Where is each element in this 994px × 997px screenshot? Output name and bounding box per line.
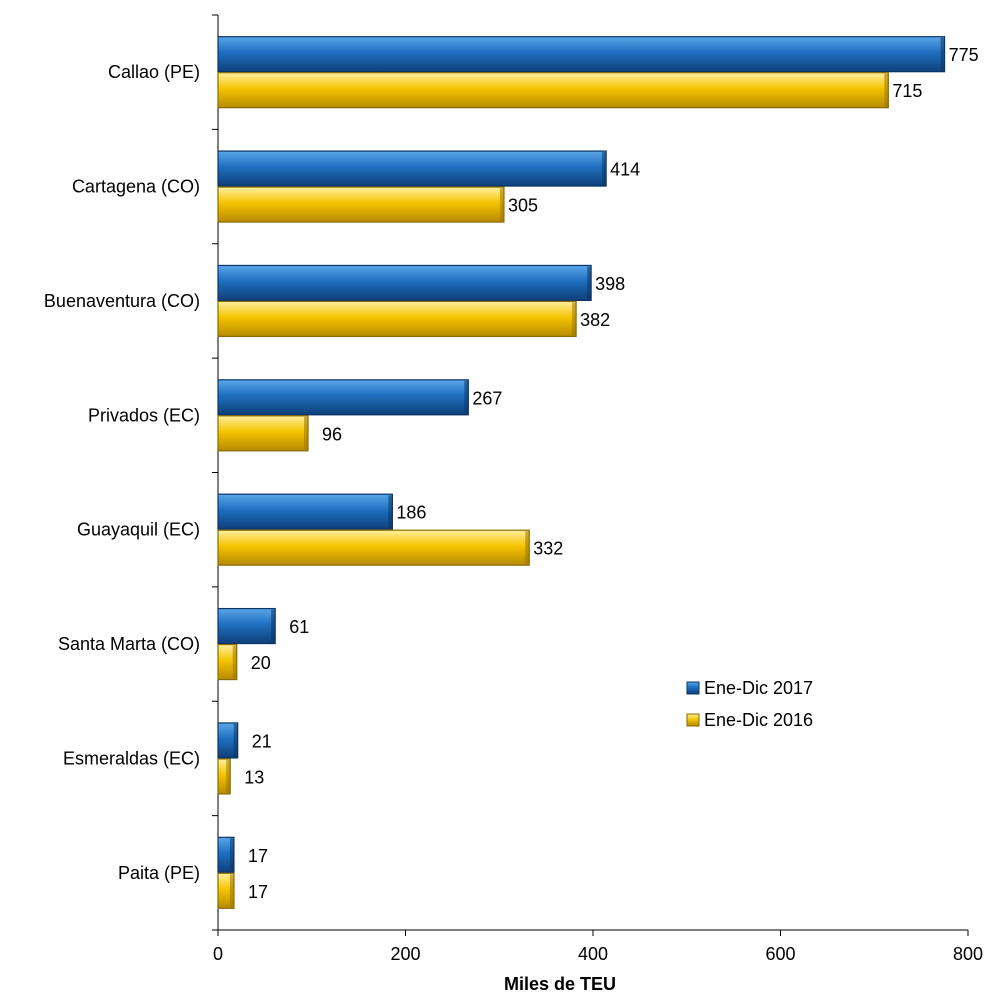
category-label: Callao (PE) bbox=[108, 62, 200, 82]
x-tick-label: 0 bbox=[213, 944, 223, 964]
category-label: Santa Marta (CO) bbox=[58, 634, 200, 654]
category-label: Privados (EC) bbox=[88, 405, 200, 425]
bar-end-cap bbox=[271, 609, 276, 643]
data-label: 715 bbox=[892, 81, 922, 101]
bars bbox=[217, 36, 946, 909]
data-label: 61 bbox=[289, 617, 309, 637]
data-label: 398 bbox=[595, 274, 625, 294]
bar-end-cap bbox=[602, 152, 607, 186]
bar-2017 bbox=[217, 493, 393, 530]
bar-end-cap bbox=[304, 416, 308, 450]
bar-end-cap bbox=[232, 645, 237, 679]
data-label: 267 bbox=[472, 388, 502, 408]
legend-label-2017: Ene-Dic 2017 bbox=[704, 678, 813, 698]
bar-end-cap bbox=[229, 838, 234, 872]
bar-2016 bbox=[217, 415, 309, 452]
category-label: Paita (PE) bbox=[118, 863, 200, 883]
bar-2017 bbox=[217, 607, 276, 645]
x-tick-label: 600 bbox=[765, 944, 795, 964]
data-label: 382 bbox=[580, 310, 610, 330]
bar-end-cap bbox=[499, 188, 504, 222]
bar-2017 bbox=[217, 150, 607, 187]
bar-end-cap bbox=[525, 531, 530, 565]
bar-2017 bbox=[217, 264, 592, 302]
x-tick-label: 400 bbox=[578, 944, 608, 964]
data-label: 13 bbox=[244, 767, 264, 787]
bar-end-cap bbox=[884, 73, 889, 107]
bar-end-cap bbox=[464, 380, 469, 414]
data-label: 20 bbox=[251, 653, 271, 673]
data-label: 332 bbox=[533, 539, 563, 559]
data-label: 305 bbox=[508, 196, 538, 216]
bar-end-cap bbox=[572, 302, 577, 336]
data-label: 21 bbox=[252, 731, 272, 751]
data-label: 775 bbox=[949, 45, 979, 65]
x-tick-label: 800 bbox=[953, 944, 983, 964]
legend-swatch-2017 bbox=[686, 681, 700, 695]
bar-2016 bbox=[217, 186, 505, 223]
bar-end-cap bbox=[940, 37, 945, 71]
data-label: 186 bbox=[396, 503, 426, 523]
bar-2017 bbox=[217, 36, 946, 73]
category-label: Guayaquil (EC) bbox=[77, 520, 200, 540]
bar-2017 bbox=[217, 379, 469, 416]
bar-2016 bbox=[217, 529, 530, 566]
bar-end-cap bbox=[233, 723, 238, 757]
legend-label-2016: Ene-Dic 2016 bbox=[704, 710, 813, 730]
category-label: Cartagena (CO) bbox=[72, 177, 200, 197]
data-label: 17 bbox=[248, 846, 268, 866]
data-label: 414 bbox=[610, 160, 640, 180]
bar-end-cap bbox=[388, 495, 393, 529]
legend: Ene-Dic 2017 Ene-Dic 2016 bbox=[686, 678, 813, 730]
bar-2016 bbox=[217, 300, 577, 338]
data-label: 96 bbox=[322, 424, 342, 444]
bar-2016 bbox=[217, 72, 889, 109]
x-tick-label: 200 bbox=[390, 944, 420, 964]
x-axis-title: Miles de TEU bbox=[504, 974, 616, 994]
category-label: Esmeraldas (EC) bbox=[63, 748, 200, 768]
axes: 0 200 400 600 800 Miles de TEU bbox=[212, 14, 983, 994]
data-label: 17 bbox=[248, 882, 268, 902]
labels: Callao (PE) 775 715 Cartagena (CO) 414 305 Bue… bbox=[44, 45, 979, 902]
category-label: Buenaventura (CO) bbox=[44, 291, 200, 311]
bar-end-cap bbox=[587, 266, 592, 300]
bar-end-cap bbox=[229, 874, 234, 908]
legend-swatch-2016 bbox=[686, 713, 700, 727]
bar-end-cap bbox=[226, 759, 231, 793]
